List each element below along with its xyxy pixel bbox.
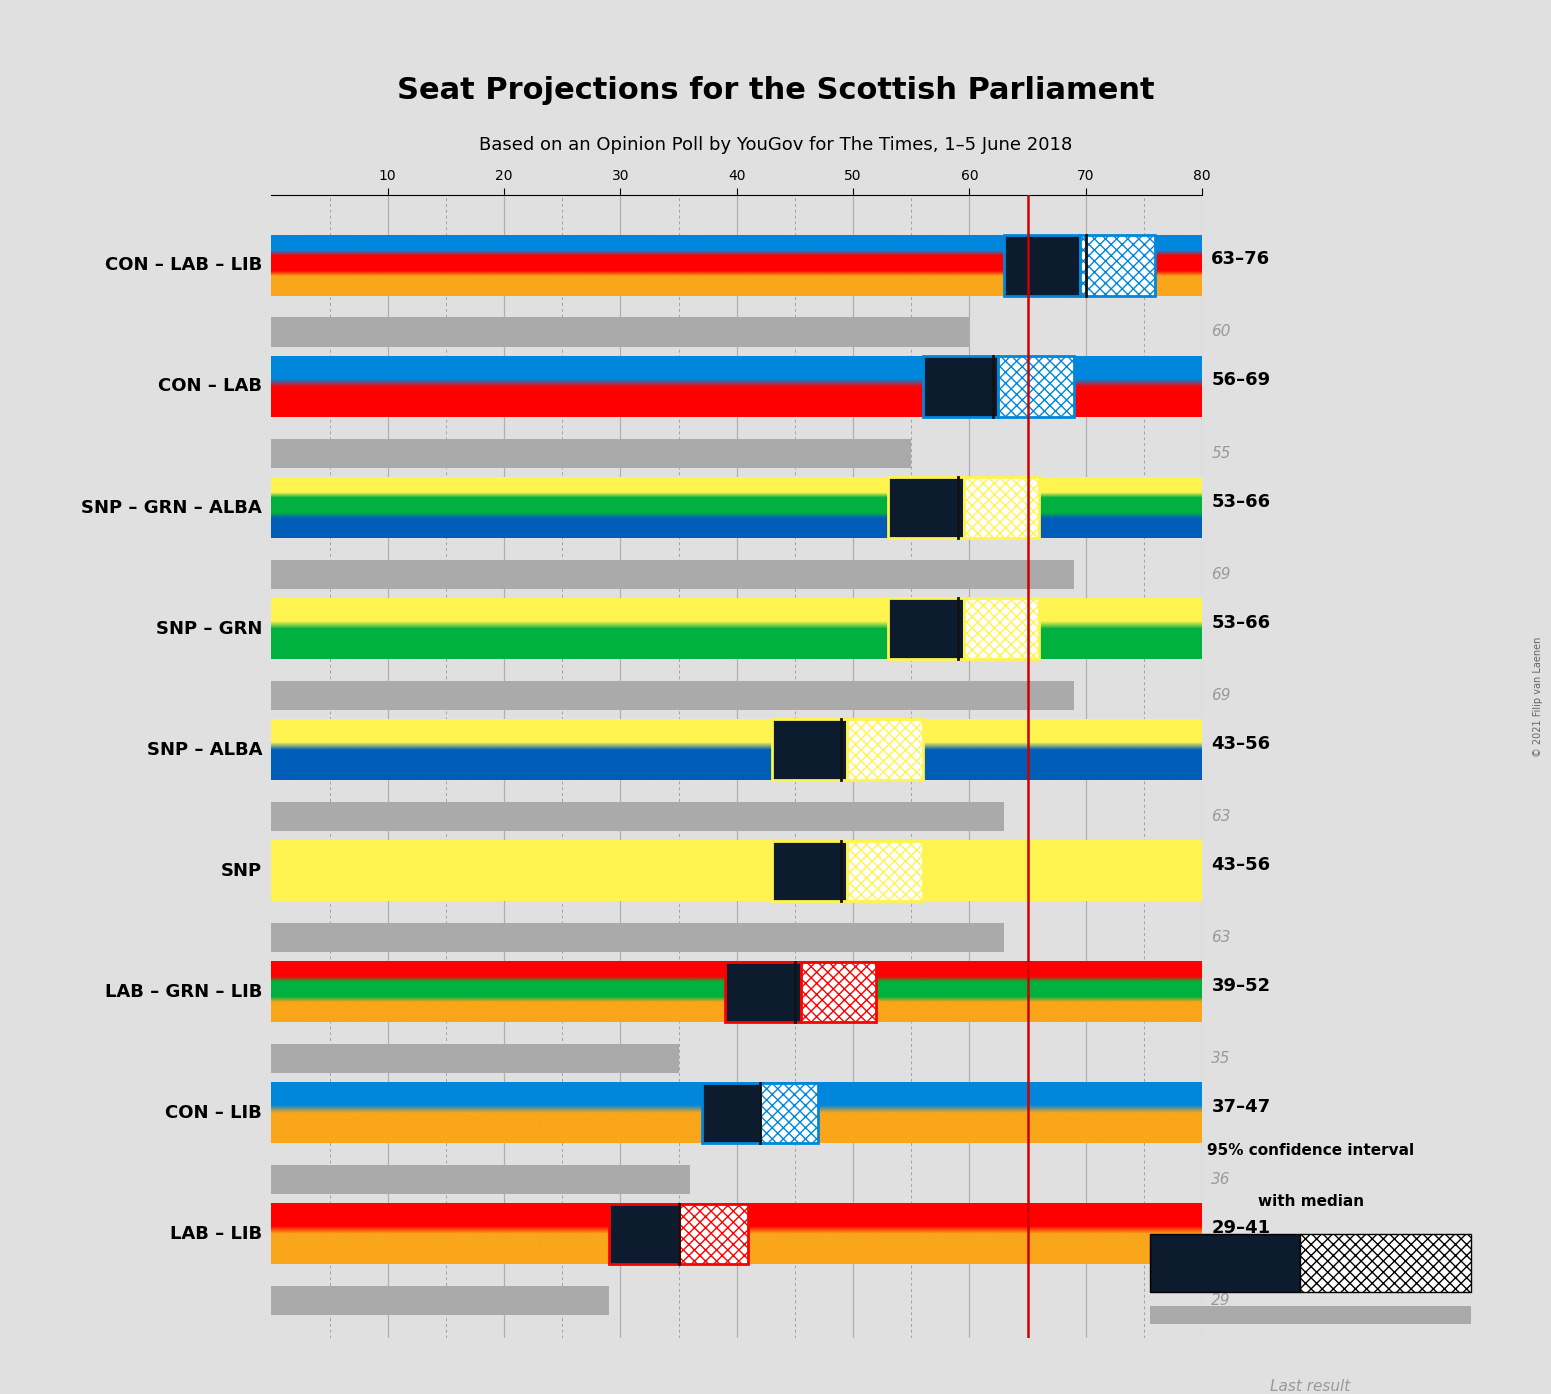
Text: Last result: Last result	[1270, 1379, 1351, 1394]
Text: 43–56: 43–56	[1211, 856, 1270, 874]
Bar	[271, 318, 969, 347]
Text: 37–47: 37–47	[1211, 1098, 1270, 1117]
Bar	[771, 841, 847, 901]
Bar	[1079, 236, 1155, 296]
Text: 35: 35	[1211, 1051, 1231, 1066]
Bar	[847, 719, 923, 781]
Text: 56–69: 56–69	[1211, 371, 1270, 389]
Text: 69: 69	[1211, 687, 1231, 703]
Bar	[271, 559, 1075, 588]
Text: Based on an Opinion Poll by YouGov for The Times, 1–5 June 2018: Based on an Opinion Poll by YouGov for T…	[479, 137, 1072, 153]
Bar	[271, 802, 1005, 831]
Bar	[1005, 236, 1079, 296]
Text: CON – LIB: CON – LIB	[166, 1104, 262, 1122]
Text: CON – LAB: CON – LAB	[158, 378, 262, 396]
Text: SNP – GRN: SNP – GRN	[155, 620, 262, 637]
Text: SNP – GRN – ALBA: SNP – GRN – ALBA	[81, 499, 262, 517]
Text: 63: 63	[1211, 809, 1231, 824]
Bar	[760, 1083, 819, 1143]
Bar	[999, 357, 1073, 417]
Bar	[271, 439, 912, 467]
Bar	[771, 719, 847, 781]
Text: 95% confidence interval: 95% confidence interval	[1207, 1143, 1415, 1158]
Bar	[701, 1083, 760, 1143]
Text: 69: 69	[1211, 567, 1231, 581]
Text: 29: 29	[1211, 1294, 1231, 1308]
Bar	[1300, 1234, 1470, 1292]
Text: LAB – GRN – LIB: LAB – GRN – LIB	[105, 983, 262, 1001]
Text: 55: 55	[1211, 446, 1231, 460]
Bar	[724, 962, 800, 1022]
Bar	[923, 357, 999, 417]
Bar	[271, 680, 1075, 710]
Bar	[271, 1044, 679, 1073]
Text: 43–56: 43–56	[1211, 735, 1270, 753]
Bar	[271, 923, 1005, 952]
Bar	[847, 841, 923, 901]
Bar	[963, 477, 1039, 538]
Text: 63: 63	[1211, 930, 1231, 945]
Text: © 2021 Filip van Laenen: © 2021 Filip van Laenen	[1534, 637, 1543, 757]
Text: 36: 36	[1211, 1172, 1231, 1188]
Text: SNP – ALBA: SNP – ALBA	[147, 740, 262, 758]
Text: Seat Projections for the Scottish Parliament: Seat Projections for the Scottish Parlia…	[397, 77, 1154, 105]
Bar	[271, 1165, 690, 1195]
Text: CON – LAB – LIB: CON – LAB – LIB	[105, 256, 262, 275]
Bar	[608, 1204, 678, 1264]
Text: 53–66: 53–66	[1211, 492, 1270, 510]
Text: 60: 60	[1211, 325, 1231, 340]
Bar	[887, 598, 963, 659]
Text: 53–66: 53–66	[1211, 613, 1270, 631]
Bar	[271, 1287, 608, 1315]
Text: SNP: SNP	[220, 861, 262, 880]
Text: 63–76: 63–76	[1211, 251, 1270, 268]
Bar	[1151, 1234, 1300, 1292]
Bar	[1151, 1306, 1470, 1356]
Bar	[887, 477, 963, 538]
Text: with median: with median	[1258, 1193, 1363, 1209]
Bar	[679, 1204, 748, 1264]
Bar	[800, 962, 876, 1022]
Text: 29–41: 29–41	[1211, 1218, 1270, 1236]
Text: LAB – LIB: LAB – LIB	[171, 1225, 262, 1243]
Bar	[963, 598, 1039, 659]
Text: 39–52: 39–52	[1211, 977, 1270, 995]
